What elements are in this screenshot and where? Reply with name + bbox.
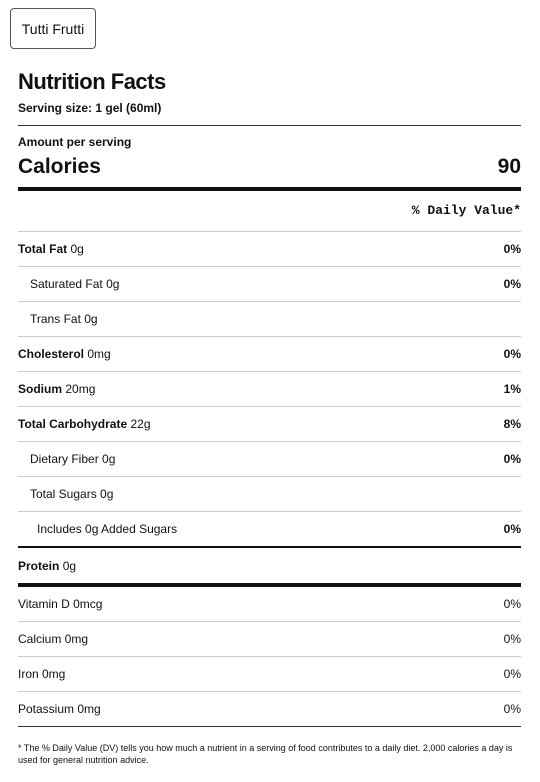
divider [18, 406, 521, 407]
nutrient-row-saturated-fat: Saturated Fat 0g 0% [18, 267, 521, 301]
divider [18, 656, 521, 657]
calories-value: 90 [497, 155, 521, 178]
vitamin-row-iron: Iron 0mg 0% [18, 657, 521, 691]
vitamin-label: Iron 0mg [18, 667, 66, 681]
thick-divider [18, 187, 521, 191]
nutrition-facts-title: Nutrition Facts [18, 69, 166, 94]
nutrient-name: Total Carbohydrate [18, 417, 128, 431]
nutrient-label: Sodium 20mg [18, 382, 95, 396]
nutrient-row-total-sugars: Total Sugars 0g [18, 477, 521, 511]
nutrient-name: Total Fat [18, 242, 68, 256]
nutrient-pct: 0% [503, 242, 521, 256]
nutrient-row-protein: Protein 0g [18, 548, 521, 583]
amount-per-serving: Amount per serving [18, 135, 132, 149]
nutrient-label: Trans Fat 0g [30, 312, 98, 326]
divider [18, 301, 521, 302]
nutrient-label: Total Fat 0g [18, 242, 84, 256]
divider [18, 336, 521, 337]
vitamin-row-potassium: Potassium 0mg 0% [18, 692, 521, 726]
nutrient-pct: 0% [503, 452, 521, 466]
divider [18, 441, 521, 442]
nutrient-label: Total Carbohydrate 22g [18, 417, 151, 431]
nutrient-pct: 0% [503, 277, 521, 291]
nutrient-amount: 0mg [87, 347, 111, 361]
nutrient-amount: 0g [100, 487, 114, 501]
nutrient-amount: 0g [84, 312, 98, 326]
vitamin-label: Calcium 0mg [18, 632, 89, 646]
calories-label: Calories [18, 155, 101, 178]
vitamin-pct: 0% [503, 597, 521, 611]
daily-value-header: % Daily Value* [411, 203, 521, 218]
nutrient-row-cholesterol: Cholesterol 0mg 0% [18, 337, 521, 371]
divider [18, 125, 521, 126]
nutrient-amount: 20mg [65, 382, 96, 396]
nutrient-label: Protein 0g [18, 559, 76, 573]
flavor-button[interactable]: Tutti Frutti [10, 8, 96, 49]
vitamin-pct: 0% [503, 632, 521, 646]
nutrient-label: Includes 0g Added Sugars [37, 522, 177, 536]
nutrient-label: Cholesterol 0mg [18, 347, 111, 361]
nutrient-name: Trans Fat [30, 312, 81, 326]
nutrient-label: Total Sugars 0g [30, 487, 113, 501]
divider [18, 371, 521, 372]
serving-size: Serving size: 1 gel (60ml) [18, 101, 162, 115]
nutrient-row-total-fat: Total Fat 0g 0% [18, 232, 521, 266]
nutrient-pct: 0% [503, 347, 521, 361]
nutrient-amount: 0g [70, 242, 84, 256]
nutrient-amount: 0g [102, 452, 116, 466]
medium-divider [18, 546, 521, 548]
nutrient-amount: 0g [106, 277, 120, 291]
nutrient-label: Saturated Fat 0g [30, 277, 119, 291]
calories-row: Calories 90 [18, 152, 521, 182]
divider [18, 476, 521, 477]
divider [18, 691, 521, 692]
nutrient-name: Cholesterol [18, 347, 85, 361]
nutrient-row-trans-fat: Trans Fat 0g [18, 302, 521, 336]
vitamin-pct: 0% [503, 667, 521, 681]
nutrient-pct: 1% [503, 382, 521, 396]
vitamin-row-vitamin-d: Vitamin D 0mcg 0% [18, 587, 521, 621]
nutrient-label: Dietary Fiber 0g [30, 452, 115, 466]
vitamin-pct: 0% [503, 702, 521, 716]
nutrient-amount: 0g [62, 558, 77, 573]
nutrient-name: Protein [18, 558, 60, 573]
nutrient-name: Includes 0g Added Sugars [37, 522, 178, 536]
divider [18, 231, 521, 232]
vitamin-label: Potassium 0mg [18, 702, 101, 716]
daily-value-footnote: * The % Daily Value (DV) tells you how m… [18, 743, 513, 765]
nutrient-row-total-carbohydrate: Total Carbohydrate 22g 8% [18, 407, 521, 441]
nutrient-name: Saturated Fat [30, 277, 103, 291]
divider [18, 621, 521, 622]
divider [18, 266, 521, 267]
nutrition-facts-panel: Nutrition Facts Serving size: 1 gel (60m… [18, 68, 521, 766]
nutrient-pct: 8% [503, 417, 521, 431]
divider [18, 511, 521, 512]
vitamin-label: Vitamin D 0mcg [18, 597, 103, 611]
nutrient-name: Dietary Fiber [30, 452, 99, 466]
nutrient-name: Total Sugars [30, 487, 97, 501]
nutrient-row-sodium: Sodium 20mg 1% [18, 372, 521, 406]
nutrient-pct: 0% [503, 522, 521, 536]
nutrient-name: Sodium [18, 382, 62, 396]
nutrient-row-dietary-fiber: Dietary Fiber 0g 0% [18, 442, 521, 476]
divider [18, 726, 521, 727]
vitamin-row-calcium: Calcium 0mg 0% [18, 622, 521, 656]
thick-divider [18, 583, 521, 587]
nutrient-row-added-sugars: Includes 0g Added Sugars 0% [18, 512, 521, 546]
nutrient-amount: 22g [130, 417, 151, 431]
